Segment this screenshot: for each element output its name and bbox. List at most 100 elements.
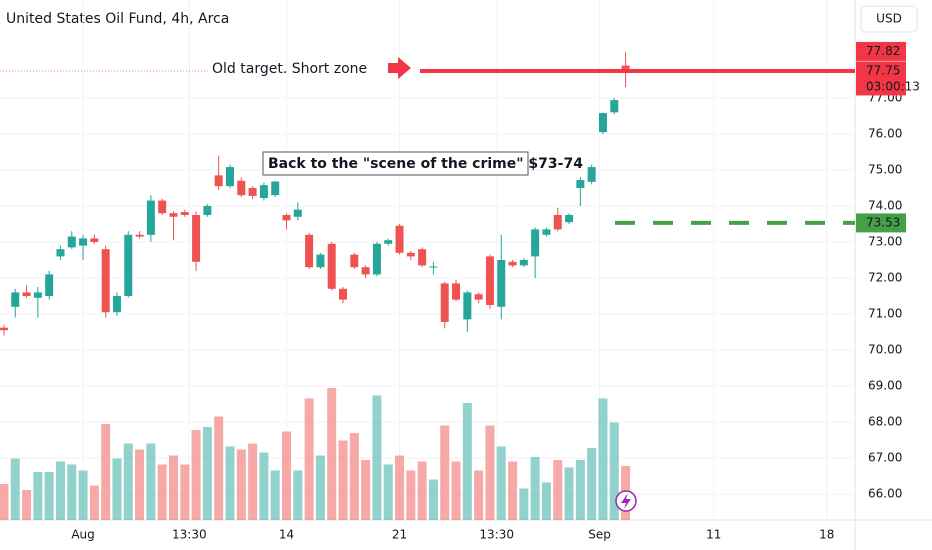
volume-bar [89,485,99,520]
candle-body [225,167,234,187]
price-tag [856,61,906,96]
volume-bar [553,460,563,520]
candle-body [519,260,528,266]
y-tick-label: 70.00 [868,343,902,357]
volume-bar [575,460,585,520]
volume-bar [598,398,608,520]
candle-body [33,292,42,298]
y-tick-label: 67.00 [868,451,902,465]
volume-bar [101,424,111,520]
volume-bar [383,464,393,520]
candle-body [463,292,472,320]
currency-button[interactable] [860,5,918,33]
candle-body [474,294,483,300]
y-tick-label: 74.00 [868,198,902,212]
y-tick-label: 71.00 [868,307,902,321]
volume-bar [587,448,597,520]
volume-bar [33,472,43,520]
volume-bar [123,443,133,520]
candle-body [158,200,167,214]
currency[interactable]: USD [876,12,902,26]
candle-body [610,100,619,113]
candle-body [553,214,562,230]
x-tick-label: Sep [588,528,611,542]
candle-body [339,288,348,300]
candle-body [395,225,404,253]
volume-bar [112,458,122,520]
volume-bar [496,446,506,520]
volume-bar [0,484,9,520]
volume-bar [135,449,145,520]
x-tick-label: 21 [392,528,407,542]
candle-body [203,205,212,215]
candle-body [112,296,121,313]
volume-bar [248,443,258,520]
price-tag [856,41,906,61]
volume-bar [541,482,551,520]
volume-bar [349,433,359,520]
candle-body [576,180,585,188]
candle-body [79,238,88,246]
candle-body [508,261,517,266]
volume-bar [462,403,472,520]
volume-bar [214,416,224,520]
candle-body [214,175,223,187]
candle-body [271,181,280,196]
chart-title: United States Oil Fund, 4h, Arca [6,11,229,27]
candle-body [452,283,461,300]
volume-bar [519,488,529,520]
candle-body [429,266,438,268]
x-tick-label: 18 [819,528,834,542]
candle-body [587,167,596,182]
volume-bar [327,388,337,520]
candle-body [384,240,393,244]
volume-bar [293,470,303,520]
y-tick-label: 73.00 [868,234,902,248]
price-tag [856,213,906,233]
volume-bar [304,398,314,520]
volume-bar [315,455,325,520]
annotation: Old target. Short zone [212,61,367,77]
volume-bar [44,472,54,520]
candle-body [67,236,76,248]
candle-body [565,214,574,223]
volume-bar [485,425,495,520]
volume-bar [395,455,405,520]
y-tick-label: 66.00 [868,487,902,501]
candle-body [180,212,189,215]
lightning-bolt [621,493,631,509]
candle-body [237,180,246,196]
candle-body [440,283,449,322]
x-tick-label: Aug [71,528,94,542]
candle-body [293,209,302,217]
volume-bar [270,470,280,520]
volume-bar [259,452,269,520]
annotation-box [262,151,529,176]
candle-body [316,254,325,268]
candle-body [135,234,144,237]
candle-body [497,260,506,307]
y-tick-label: 72.00 [868,271,902,285]
candle-body [542,229,551,235]
y-tick-label: 68.00 [868,415,902,429]
volume-bar [225,446,235,520]
volume-bar [530,457,540,520]
y-tick-label: 69.00 [868,379,902,393]
volume-bar [338,440,348,520]
volume-bar [428,479,438,520]
volume-bar [508,461,518,520]
volume-bar [191,430,201,520]
candle-body [531,229,540,257]
candle-body [406,252,415,257]
price-tag-label: 73.53 [866,215,900,229]
volume-bar [372,395,382,520]
candle-body [124,234,133,297]
y-tick-label: 76.00 [868,126,902,140]
x-tick-label: 13:30 [172,528,207,542]
candle-body [259,185,268,199]
volume-bar [146,443,156,520]
volume-bar [417,461,427,520]
candle-body [56,249,65,257]
candle-body [22,292,31,297]
candle-body [305,234,314,268]
